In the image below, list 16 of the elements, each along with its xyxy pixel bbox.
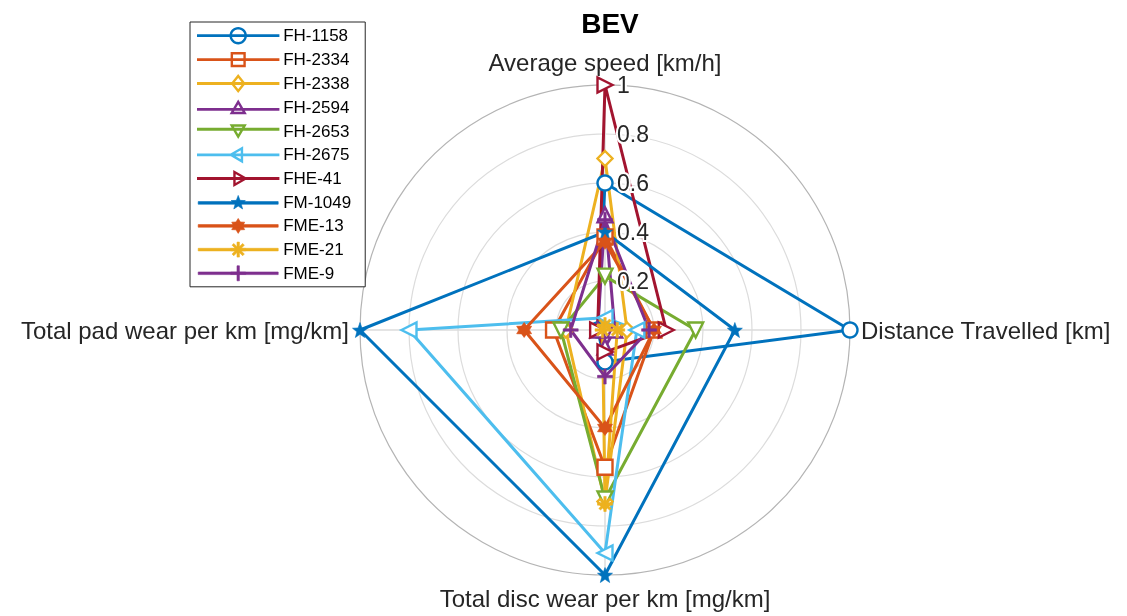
- legend-label: FHE-41: [283, 169, 342, 188]
- legend-label: FH-2594: [283, 97, 350, 117]
- chart-title: BEV: [581, 7, 640, 39]
- spoke-label: Distance Travelled [km]: [861, 316, 1111, 344]
- y-tick-label: 0.8: [617, 121, 649, 147]
- legend-label: FH-2338: [283, 74, 350, 93]
- legend-label: FME-9: [283, 263, 335, 283]
- legend-label: FH-2653: [283, 121, 350, 141]
- legend-label: FH-2675: [283, 145, 350, 165]
- legend-label: FH-1158: [283, 26, 349, 46]
- spoke-label: Total pad wear per km [mg/km]: [20, 316, 349, 344]
- spoke-label: Total disc wear per km [mg/km]: [439, 584, 771, 612]
- legend-label: FM-1049: [283, 192, 352, 212]
- legend-label: FH-2334: [283, 50, 350, 70]
- legend-label: FME-13: [283, 216, 344, 236]
- legend-label: FME-21: [283, 240, 344, 260]
